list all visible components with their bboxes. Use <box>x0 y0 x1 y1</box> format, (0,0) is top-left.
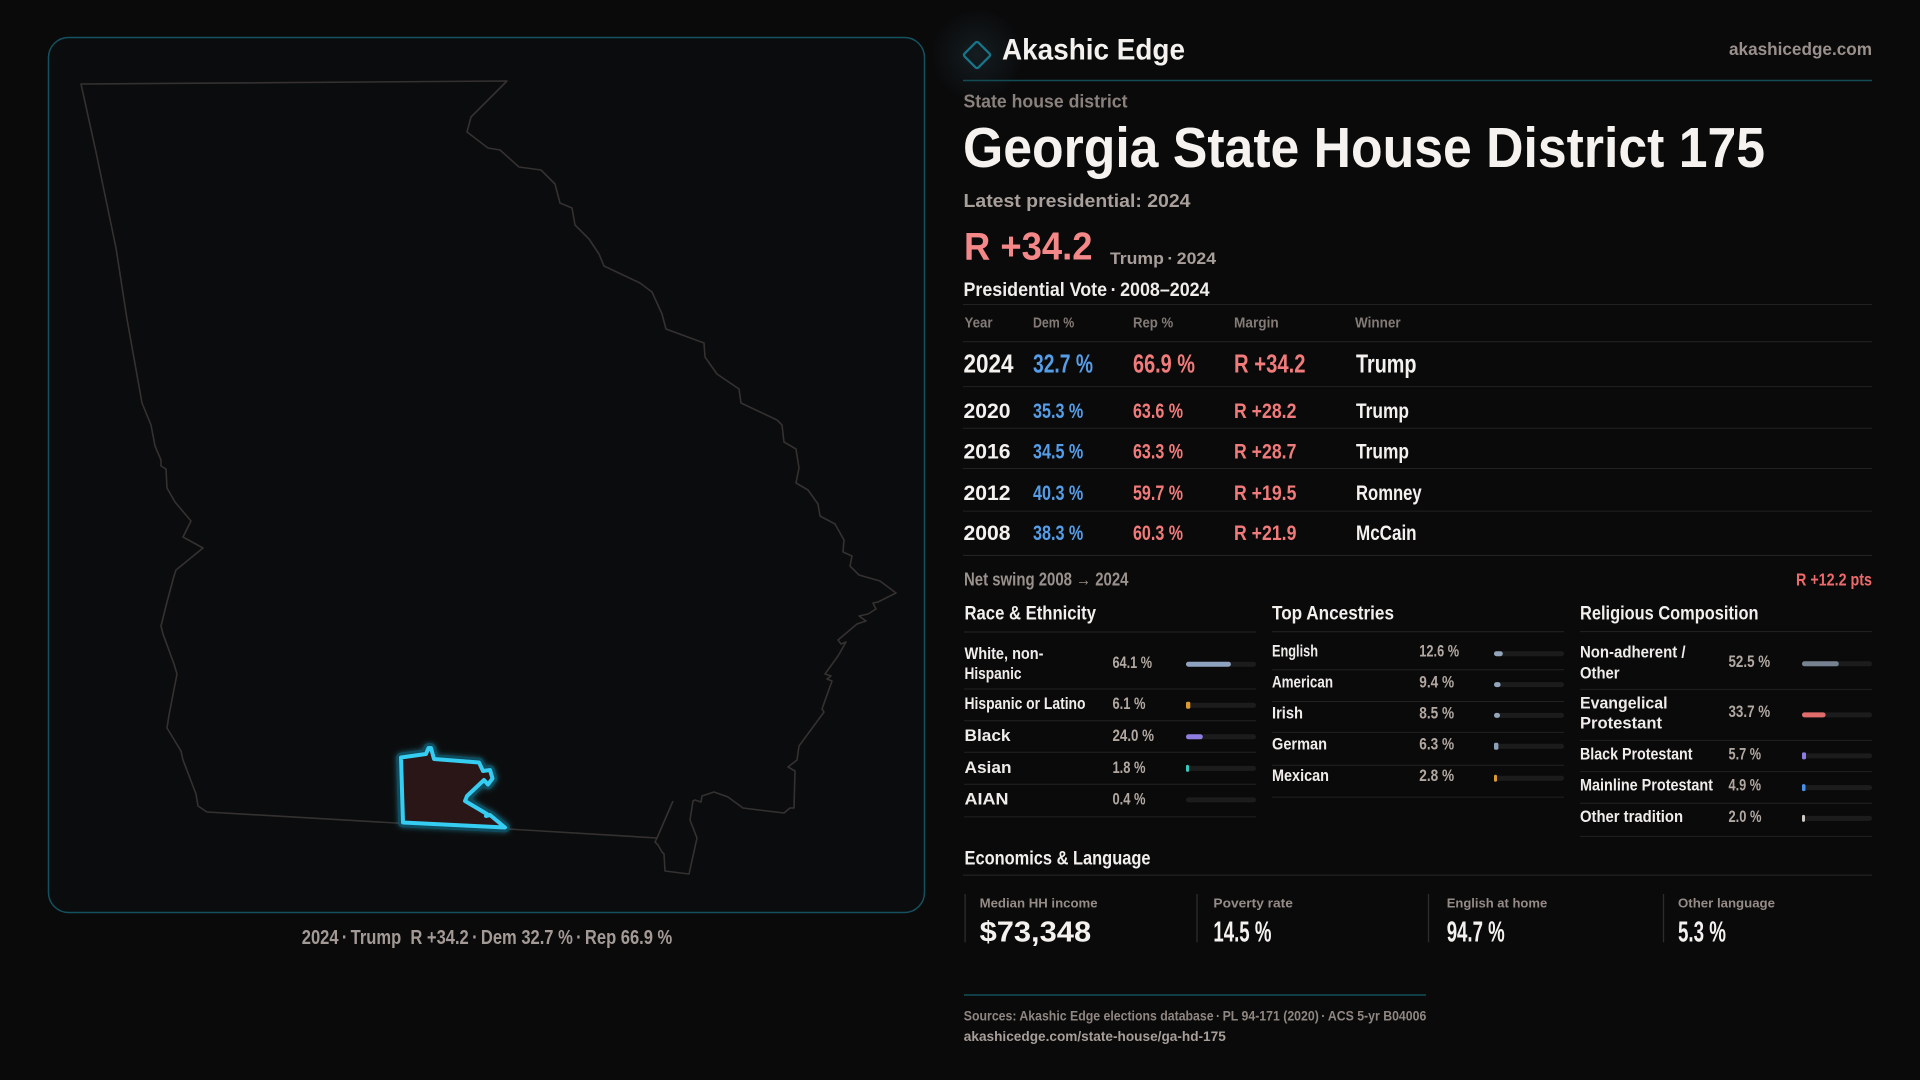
svg-text:63.3 %: 63.3 % <box>1133 439 1183 463</box>
svg-text:60.3 %: 60.3 % <box>1133 521 1183 545</box>
svg-text:Net swing 2008 → 2024: Net swing 2008 → 2024 <box>964 570 1129 590</box>
svg-text:AIAN: AIAN <box>965 790 1009 808</box>
svg-text:State house district: State house district <box>964 91 1128 111</box>
svg-text:Other language: Other language <box>1678 895 1775 910</box>
svg-text:2024 · Trump R +34.2 · Dem 32: 2024 · Trump R +34.2 · Dem 32.7 % · Rep … <box>302 927 673 949</box>
svg-text:R +28.2: R +28.2 <box>1234 399 1296 423</box>
svg-text:9.4 %: 9.4 % <box>1419 674 1454 692</box>
svg-text:Black: Black <box>965 727 1012 745</box>
svg-text:American: American <box>1272 674 1333 692</box>
svg-text:14.5 %: 14.5 % <box>1213 916 1271 948</box>
svg-text:Economics & Language: Economics & Language <box>965 848 1151 870</box>
svg-text:8.5 %: 8.5 % <box>1419 704 1454 722</box>
svg-text:akashicedge.com: akashicedge.com <box>1729 39 1872 59</box>
svg-text:Race & Ethnicity: Race & Ethnicity <box>965 604 1097 625</box>
svg-text:Dem %: Dem % <box>1033 315 1075 332</box>
svg-text:Sources: Akashic Edge election: Sources: Akashic Edge elections database… <box>964 1008 1427 1024</box>
svg-text:2024: 2024 <box>964 349 1014 379</box>
svg-text:24.0 %: 24.0 % <box>1113 727 1155 745</box>
svg-text:Latest presidential: 2024: Latest presidential: 2024 <box>964 191 1192 211</box>
svg-text:R +34.2: R +34.2 <box>964 226 1093 269</box>
svg-text:English at home: English at home <box>1447 895 1548 910</box>
svg-text:4.9 %: 4.9 % <box>1729 777 1762 795</box>
svg-text:R +34.2: R +34.2 <box>1234 349 1306 379</box>
svg-text:Median HH income: Median HH income <box>980 895 1098 910</box>
svg-text:Hispanic: Hispanic <box>965 665 1022 683</box>
svg-text:Akashic Edge: Akashic Edge <box>1002 34 1185 67</box>
svg-text:33.7 %: 33.7 % <box>1729 703 1771 721</box>
svg-text:34.5 %: 34.5 % <box>1033 439 1083 463</box>
svg-text:Winner: Winner <box>1355 315 1401 332</box>
svg-text:Poverty rate: Poverty rate <box>1213 895 1293 910</box>
svg-text:McCain: McCain <box>1356 521 1417 545</box>
svg-text:Mexican: Mexican <box>1272 767 1329 785</box>
svg-text:$73,348: $73,348 <box>980 916 1092 948</box>
svg-text:63.6 %: 63.6 % <box>1133 399 1183 423</box>
svg-text:12.6 %: 12.6 % <box>1419 643 1459 661</box>
svg-text:Evangelical: Evangelical <box>1580 694 1668 712</box>
svg-text:R +12.2 pts: R +12.2 pts <box>1796 570 1872 590</box>
svg-text:Top Ancestries: Top Ancestries <box>1272 604 1394 625</box>
svg-text:40.3 %: 40.3 % <box>1033 481 1083 505</box>
svg-text:66.9 %: 66.9 % <box>1133 349 1195 379</box>
svg-text:R +21.9: R +21.9 <box>1234 521 1296 545</box>
svg-text:64.1 %: 64.1 % <box>1113 654 1153 672</box>
svg-text:5.3 %: 5.3 % <box>1678 916 1726 948</box>
svg-text:1.8 %: 1.8 % <box>1113 759 1146 777</box>
svg-text:German: German <box>1272 735 1327 753</box>
svg-text:2.8 %: 2.8 % <box>1419 767 1454 785</box>
svg-text:0.4 %: 0.4 % <box>1113 790 1146 808</box>
svg-text:Religious Composition: Religious Composition <box>1580 604 1759 625</box>
svg-text:32.7 %: 32.7 % <box>1033 349 1093 379</box>
svg-text:Georgia State House District 1: Georgia State House District 175 <box>963 116 1765 179</box>
svg-text:52.5 %: 52.5 % <box>1729 653 1771 671</box>
svg-text:Non-adherent /: Non-adherent / <box>1580 644 1686 662</box>
svg-text:6.1 %: 6.1 % <box>1113 695 1146 713</box>
svg-text:Hispanic or Latino: Hispanic or Latino <box>965 695 1086 713</box>
svg-text:Other: Other <box>1580 664 1620 682</box>
svg-text:2.0 %: 2.0 % <box>1729 808 1762 826</box>
svg-text:English: English <box>1272 643 1318 661</box>
svg-text:R +19.5: R +19.5 <box>1234 481 1296 505</box>
svg-text:Romney: Romney <box>1356 481 1422 505</box>
svg-text:akashicedge.com/state-house/ga: akashicedge.com/state-house/ga-hd-175 <box>964 1028 1226 1044</box>
svg-text:Trump: Trump <box>1356 349 1417 379</box>
svg-text:Margin: Margin <box>1234 315 1279 332</box>
svg-text:Presidential Vote · 2008–2024: Presidential Vote · 2008–2024 <box>964 280 1210 301</box>
svg-text:Trump: Trump <box>1356 399 1409 423</box>
svg-text:Asian: Asian <box>965 759 1012 777</box>
svg-text:2008: 2008 <box>964 521 1011 545</box>
svg-text:2012: 2012 <box>964 481 1011 505</box>
svg-text:94.7 %: 94.7 % <box>1447 916 1505 948</box>
svg-text:Trump: Trump <box>1356 439 1409 463</box>
svg-text:59.7 %: 59.7 % <box>1133 481 1183 505</box>
svg-text:Other tradition: Other tradition <box>1580 808 1683 826</box>
svg-text:Year: Year <box>965 315 993 332</box>
svg-text:2016: 2016 <box>964 439 1011 463</box>
svg-text:Black Protestant: Black Protestant <box>1580 745 1693 763</box>
svg-text:Rep %: Rep % <box>1133 315 1174 332</box>
svg-text:Protestant: Protestant <box>1580 715 1663 733</box>
svg-text:5.7 %: 5.7 % <box>1729 745 1762 763</box>
svg-text:Trump · 2024: Trump · 2024 <box>1110 249 1217 268</box>
svg-text:Irish: Irish <box>1272 704 1303 722</box>
svg-text:White, non-: White, non- <box>965 645 1044 663</box>
svg-text:35.3 %: 35.3 % <box>1033 399 1083 423</box>
svg-text:6.3 %: 6.3 % <box>1419 735 1454 753</box>
svg-text:2020: 2020 <box>964 399 1011 423</box>
svg-text:38.3 %: 38.3 % <box>1033 521 1083 545</box>
svg-text:R +28.7: R +28.7 <box>1234 439 1296 463</box>
svg-text:Mainline Protestant: Mainline Protestant <box>1580 777 1713 795</box>
